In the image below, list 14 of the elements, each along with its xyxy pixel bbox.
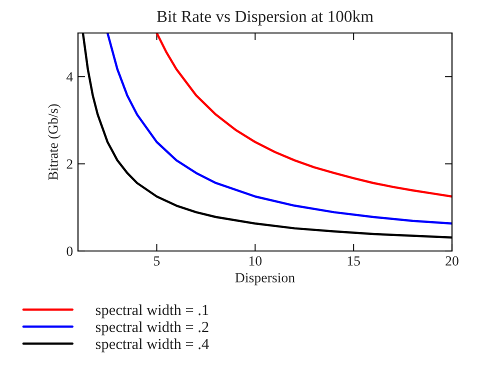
- legend-label: spectral width = .1: [96, 304, 208, 318]
- legend-label: spectral width = .4: [96, 338, 209, 352]
- y-tick-label: 4: [66, 72, 73, 82]
- x-tick-label: 5: [154, 256, 160, 266]
- x-tick-label: 10: [249, 256, 262, 266]
- chart-title: Bit Rate vs Dispersion at 100km: [156, 10, 374, 26]
- x-tick-label: 20: [446, 256, 458, 266]
- legend-label: spectral width = .2: [96, 321, 208, 336]
- line-series: [156, 33, 452, 198]
- x-axis-title: Dispersion: [235, 273, 295, 286]
- y-axis-title: Bitrate (Gb/s): [48, 104, 61, 180]
- x-tick-label: 15: [348, 256, 360, 266]
- y-tick-label: 2: [66, 159, 72, 169]
- y-tick-label: 0: [66, 246, 73, 256]
